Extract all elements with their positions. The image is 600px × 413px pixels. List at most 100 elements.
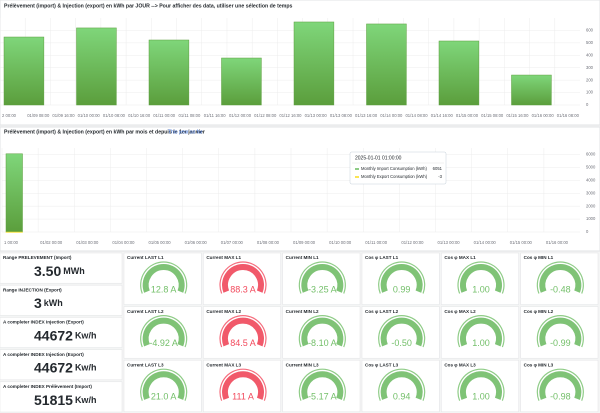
- x-tick-label: 01/09 00:00: [293, 240, 316, 245]
- x-tick-label: 01/14 00:00: [380, 113, 403, 118]
- bar: [293, 21, 335, 106]
- stat-number: 3.50: [34, 263, 61, 279]
- gauge-arc: [301, 264, 344, 293]
- x-tick-label: 01/10 16:00: [128, 113, 151, 118]
- gauge-arc: [539, 317, 582, 347]
- gauge-title: Cos φ LAST L3: [365, 362, 399, 367]
- bar: [511, 74, 552, 106]
- gauge-value: -8.10 A: [308, 338, 337, 348]
- tooltip-time: 2025-01-01 01:00:00: [355, 155, 402, 161]
- x-tick-label: 01/14 16:00: [431, 113, 454, 118]
- tooltip-value: 6051: [433, 166, 443, 171]
- x-tick-label: 01/12 00:00: [401, 240, 424, 245]
- gauge-threshold: [140, 261, 188, 294]
- stat-unit: Kw/h: [75, 395, 97, 405]
- gauge-panel: [361, 252, 440, 305]
- gauge-title: Current MAX L1: [206, 255, 241, 260]
- gauge-panel: [520, 252, 599, 305]
- x-tick-label: 01/11 08:00: [179, 113, 201, 118]
- gauge-value: 1.00: [472, 338, 490, 348]
- gauge-value: 1.00: [472, 284, 490, 294]
- gauge-arc: [222, 317, 264, 347]
- gauge-value: 21.0 A: [151, 392, 177, 402]
- x-tick-label: 01/14 08:00: [405, 113, 428, 118]
- y-tick-label: 2000: [586, 203, 596, 208]
- gauge-panel: [123, 359, 202, 413]
- x-tick-label: 01/04 00:00: [112, 240, 135, 245]
- panel-monthly: [0, 126, 600, 252]
- legend-label: Monthly Export Consumption (kWh): [361, 174, 428, 179]
- x-tick-label: 01/07 00:00: [221, 240, 244, 245]
- gauge-value: -0.99: [550, 338, 571, 348]
- bar: [221, 57, 262, 106]
- gauge-value: -5.17 A: [308, 392, 337, 402]
- bar: [438, 40, 480, 106]
- gauge-arc: [142, 317, 185, 347]
- gauge-threshold: [536, 315, 584, 348]
- x-tick-label: 01/16 08:00: [557, 113, 580, 118]
- gauge-threshold: [378, 261, 426, 294]
- x-tick-label: 01/06 00:00: [185, 240, 208, 245]
- stat-value: 51815 Kw/h: [34, 392, 96, 408]
- stat-title: Range INJECTION (Export): [3, 287, 62, 292]
- stat-unit: Kw/h: [75, 363, 97, 373]
- bar: [148, 39, 190, 106]
- gauge-arc: [460, 264, 502, 293]
- gauge-threshold: [457, 261, 505, 294]
- y-tick-label: 1000: [586, 216, 596, 221]
- gauge-panel: [520, 359, 599, 413]
- stat-title: A completer INDEX Prélèvement (Import): [3, 384, 92, 389]
- x-tick-label: 01/15 16:00: [506, 113, 529, 118]
- stat-panel: [0, 317, 123, 348]
- y-tick-label: 6000: [586, 152, 596, 157]
- gauge-value: -0.50: [391, 338, 412, 348]
- x-tick-label: 01/15 00:00: [456, 113, 479, 118]
- gauge-panel: [282, 306, 361, 359]
- gauge-title: Cos φ MIN L2: [524, 309, 554, 314]
- stat-title: A completer INDEX Injection (Export): [3, 320, 84, 325]
- x-tick-label: 01/10 00:00: [78, 113, 101, 118]
- x-tick-label: 01/14 00:00: [474, 240, 497, 245]
- gauge-arc: [380, 264, 423, 293]
- gauge-panel: [123, 306, 202, 359]
- stat-unit: Kw/h: [75, 331, 97, 341]
- stat-value: 3 kWh: [34, 295, 63, 311]
- gauge-value: 84.5 A: [230, 338, 256, 348]
- gauge-threshold: [298, 261, 346, 294]
- tooltip-value: -3: [438, 174, 442, 179]
- stat-value: 44672 Kw/h: [34, 327, 96, 343]
- gauge-arc: [380, 371, 423, 400]
- gauge-threshold: [536, 368, 584, 401]
- gauge-panel: [441, 252, 519, 305]
- gauge-title: Current MIN L2: [286, 309, 319, 314]
- y-tick-label: 600: [586, 28, 594, 33]
- gauge-title: Cos φ MAX L2: [444, 309, 476, 314]
- x-tick-label: 01/09 16:00: [52, 113, 75, 118]
- gauge-panel: [203, 359, 281, 413]
- stat-title: Range PRELEVEMENT (Import): [3, 255, 72, 260]
- gauge-arc: [460, 371, 502, 400]
- y-tick-label: 0: [586, 102, 589, 107]
- gauge-panel: [441, 359, 519, 413]
- x-tick-label: 01/13 00:00: [438, 240, 461, 245]
- gauge-title: Cos φ MIN L3: [524, 362, 554, 367]
- x-tick-label: 01/10 08:00: [103, 113, 126, 118]
- panel-title: Prélèvement (import) & Injection (export…: [4, 129, 205, 135]
- x-tick-label: 01/15 08:00: [481, 113, 504, 118]
- y-tick-label: 100: [586, 90, 594, 95]
- gauge-title: Current MAX L2: [206, 309, 241, 314]
- gauge-threshold: [298, 315, 346, 348]
- gauge-threshold: [536, 261, 584, 294]
- y-tick-label: 0: [586, 229, 589, 234]
- legend-swatch: [355, 168, 359, 170]
- x-tick-label: 01/12 00:00: [229, 113, 252, 118]
- gauge-panel: [361, 306, 440, 359]
- time-range[interactable]: This year so far: [168, 129, 203, 135]
- stat-value: 44672 Kw/h: [34, 359, 96, 375]
- gauge-arc: [460, 317, 502, 347]
- legend-label: Monthly Import Consumption (kWh): [361, 166, 427, 171]
- gauge-title: Current LAST L1: [127, 255, 164, 260]
- x-tick-label: 01/16 00:00: [546, 240, 569, 245]
- gauge-value: 1.00: [472, 392, 490, 402]
